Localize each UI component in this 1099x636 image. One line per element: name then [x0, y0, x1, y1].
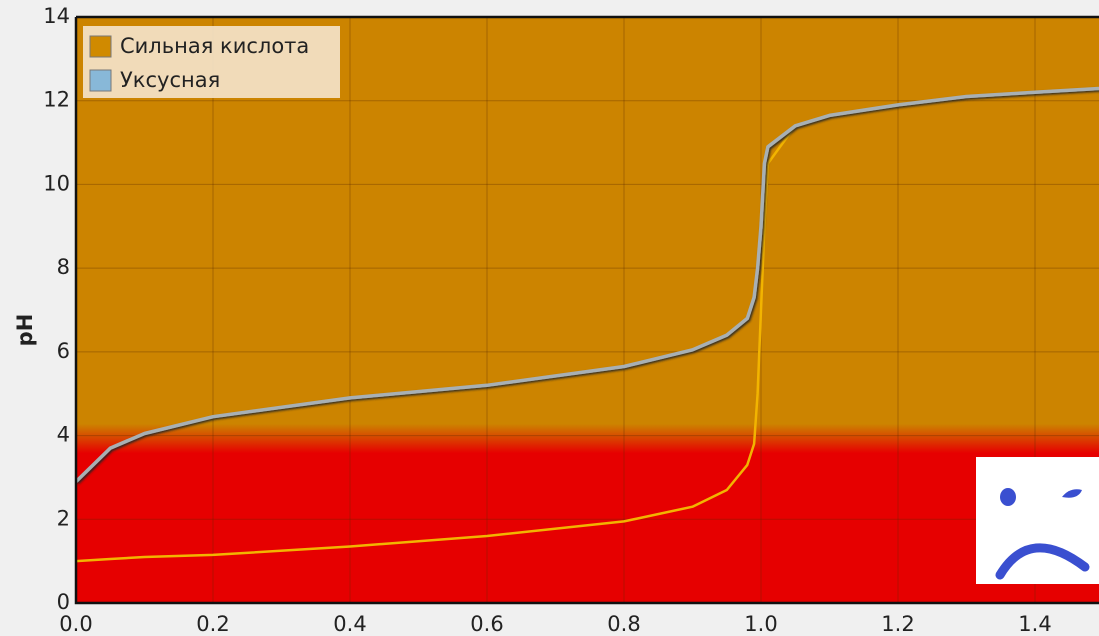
x-tick-label: 0.8 — [607, 612, 640, 636]
y-tick-label: 0 — [57, 590, 70, 614]
x-tick-label: 0.2 — [196, 612, 229, 636]
sad-face — [976, 457, 1099, 584]
series-line — [76, 86, 1099, 483]
x-tick-label: 1.2 — [881, 612, 914, 636]
x-tick-label: 0.0 — [59, 612, 92, 636]
legend-swatch — [89, 69, 112, 92]
plot-area — [76, 17, 1099, 603]
y-tick-label: 14 — [43, 4, 70, 28]
y-tick-label: 6 — [57, 339, 70, 363]
x-tick-label: 1.4 — [1018, 612, 1051, 636]
plot-background — [76, 17, 1099, 603]
legend-swatch — [89, 35, 112, 58]
legend: Сильная кислота Уксусная — [83, 26, 340, 98]
y-axis-label: pH — [13, 314, 37, 347]
x-tick-label: 1.0 — [744, 612, 777, 636]
legend-label: Уксусная — [120, 68, 220, 92]
x-tick-label: 0.6 — [470, 612, 503, 636]
axis-frame — [74, 15, 1099, 605]
y-tick-label: 8 — [57, 255, 70, 279]
legend-label: Сильная кислота — [120, 34, 309, 58]
y-tick-label: 12 — [43, 88, 70, 112]
y-tick-label: 10 — [43, 171, 70, 195]
y-tick-label: 4 — [57, 423, 70, 447]
y-tick-label: 2 — [57, 506, 70, 530]
legend-box — [83, 26, 340, 98]
x-tick-label: 0.4 — [333, 612, 366, 636]
